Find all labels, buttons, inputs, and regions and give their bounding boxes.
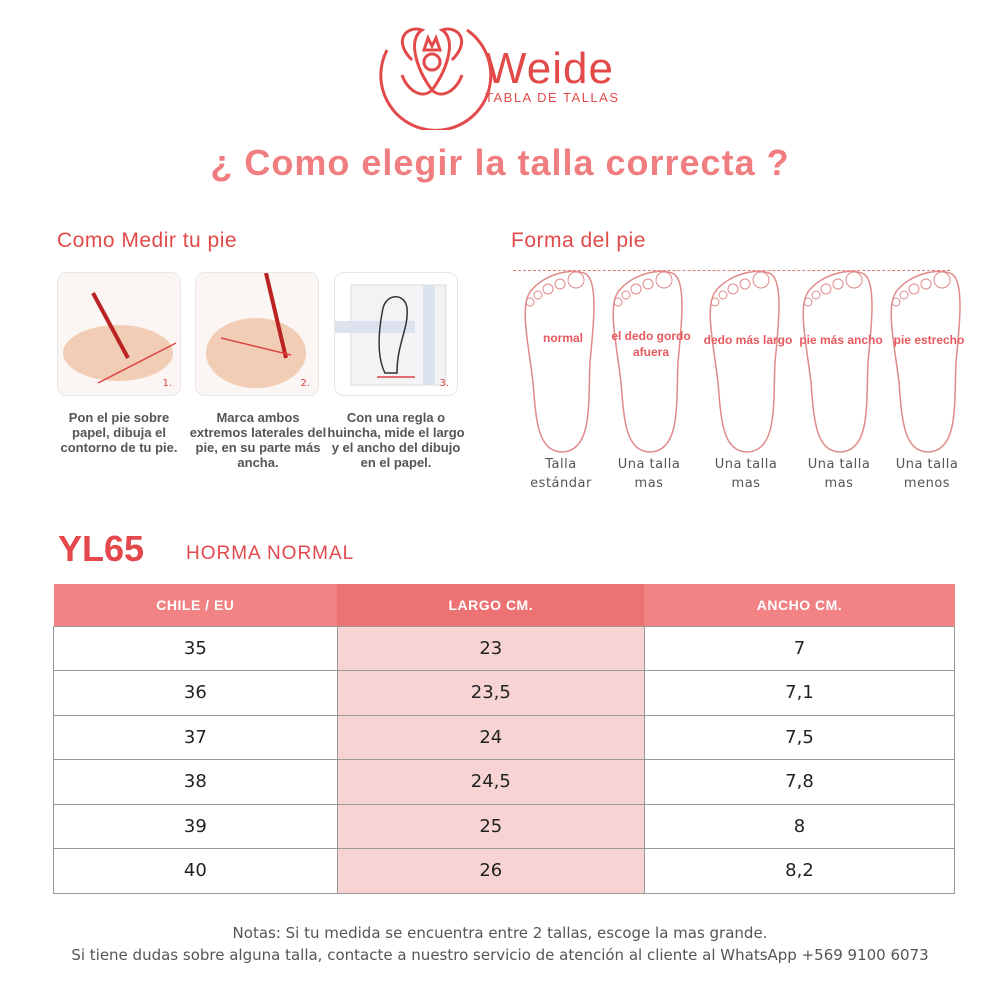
table-row: 38 24,5 7,8 [53, 759, 956, 805]
step-1-image: 1. [57, 272, 181, 396]
table-row: 39 25 8 [53, 803, 956, 849]
foot-shape-2: el dedo gordo afuera [606, 262, 696, 457]
foot-shape-3: dedo más largo [703, 262, 793, 457]
measure-heading: Como Medir tu pie [57, 229, 238, 252]
shape-heading: Forma del pie [511, 229, 646, 252]
size-table: CHILE / EU LARGO CM. ANCHO CM. 35 23 7 36 23… [53, 584, 956, 894]
width-cell: 7,8 [643, 759, 956, 805]
model-code: YL65 [58, 528, 145, 569]
width-cell: 7 [643, 625, 956, 671]
width-cell: 8,2 [643, 848, 956, 894]
table-row: 35 23 7 [53, 625, 956, 671]
size-cell: 35 [53, 625, 338, 671]
foot-label: normal [542, 331, 583, 345]
table-row: 40 26 8,2 [53, 848, 956, 894]
brand-subtitle: TABLA DE TALLAS [485, 90, 620, 105]
step-number: 3. [439, 378, 449, 389]
foot-label: el dedo gordo afuera [611, 329, 691, 359]
foot-caption: Una talla menos [895, 457, 959, 491]
brand-name: Weide [485, 44, 614, 93]
step-number: 1. [162, 378, 172, 389]
notes: Notas: Si tu medida se encuentra entre 2… [0, 922, 1000, 966]
size-cell: 36 [53, 670, 338, 716]
foot-caption: Una talla mas [807, 457, 871, 491]
foot-outline-icon [890, 270, 961, 453]
step-1-text: Pon el pie sobre papel, dibuja el contor… [60, 410, 178, 455]
table-row: 36 23,5 7,1 [53, 670, 956, 716]
width-cell: 8 [643, 803, 956, 849]
page-title: ¿ Como elegir la talla correcta ? [210, 142, 790, 183]
foot-outline-icon [802, 270, 873, 453]
table-row: 37 24 7,5 [53, 714, 956, 760]
size-cell: 37 [53, 714, 338, 760]
foot-label: dedo más largo [703, 333, 793, 347]
foot-outline-icon [612, 270, 683, 453]
note-line: Notas: Si tu medida se encuentra entre 2… [232, 924, 768, 942]
length-cell: 26 [336, 848, 645, 894]
col-size: CHILE / EU [53, 584, 338, 626]
brand-logo [379, 27, 493, 130]
size-cell: 39 [53, 803, 338, 849]
foot-shape-1: normal [518, 262, 608, 457]
length-cell: 25 [336, 803, 645, 849]
step-2-text: Marca ambos extremos laterales del pie, … [189, 410, 327, 470]
foot-caption: Una talla mas [714, 457, 778, 491]
step-3-text: Con una regla o huincha, mide el largo y… [327, 410, 465, 470]
size-cell: 38 [53, 759, 338, 805]
fit-type: HORMA NORMAL [186, 543, 355, 564]
foot-label: pie más ancho [799, 333, 883, 347]
foot-outline-icon [524, 270, 595, 453]
foot-shape-5: pie estrecho [884, 262, 974, 457]
step-2-image: 2. [195, 272, 319, 396]
foot-caption: Talla estándar [530, 457, 592, 491]
step-3-image: 3. [334, 272, 458, 396]
step-number: 2. [300, 378, 310, 389]
col-width: ANCHO CM. [644, 584, 955, 626]
size-cell: 40 [53, 848, 338, 894]
note-line: Si tiene dudas sobre alguna talla, conta… [71, 946, 929, 964]
length-cell: 24,5 [336, 759, 645, 805]
width-cell: 7,1 [643, 670, 956, 716]
length-cell: 23 [336, 625, 645, 671]
foot-caption: Una talla mas [617, 457, 681, 491]
col-length: LARGO CM. [337, 584, 645, 626]
length-cell: 23,5 [336, 670, 645, 716]
foot-shape-4: pie más ancho [796, 262, 886, 457]
foot-outline-icon [709, 270, 780, 453]
foot-label: pie estrecho [893, 333, 965, 347]
toe-line [513, 270, 950, 271]
table-header-row: CHILE / EU LARGO CM. ANCHO CM. [53, 584, 955, 626]
width-cell: 7,5 [643, 714, 956, 760]
length-cell: 24 [336, 714, 645, 760]
